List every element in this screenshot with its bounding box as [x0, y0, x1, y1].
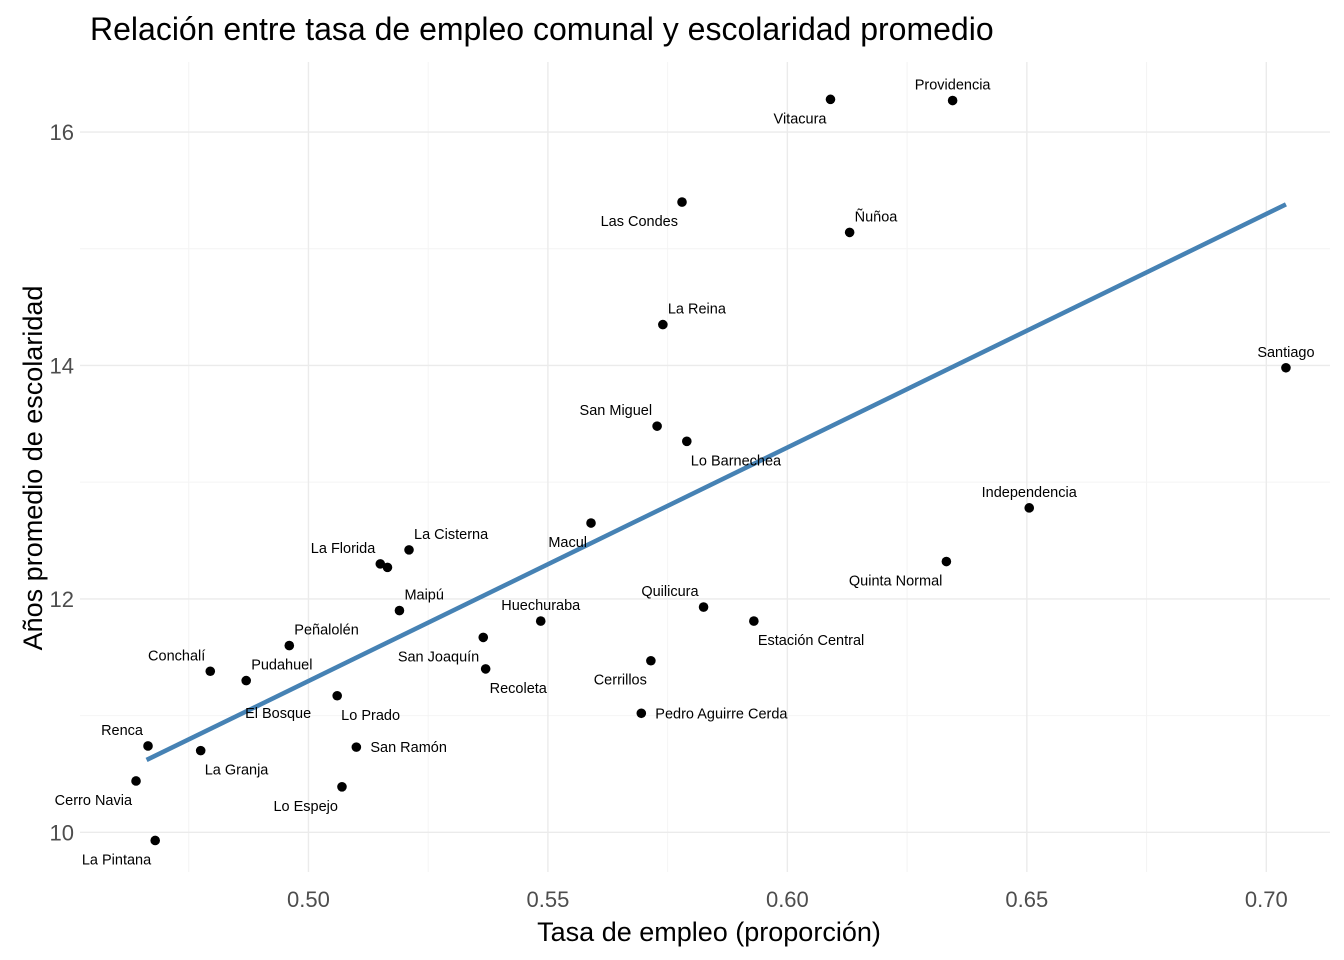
data-point — [375, 559, 386, 569]
data-point — [658, 319, 668, 330]
point-label: Cerrillos — [594, 673, 647, 689]
data-point — [749, 616, 759, 626]
data-point — [844, 227, 855, 238]
point-labels-layer: Providencia Vitacura Las Condes Ñuñoa La Rei… — [55, 78, 1315, 869]
data-point — [677, 197, 687, 207]
point-label: Estación Central — [758, 633, 864, 649]
x-axis-ticks: 0.50 0.55 0.60 0.65 0.70 — [287, 887, 1288, 912]
point-label: La Reina — [668, 302, 727, 318]
point-label: Independencia — [982, 485, 1078, 501]
data-point — [1024, 503, 1035, 513]
data-point — [332, 690, 342, 701]
point-label: Renca — [101, 723, 144, 739]
trend-line — [145, 202, 1287, 762]
x-tick-label: 0.70 — [1245, 887, 1288, 912]
y-tick-label: 14 — [50, 353, 74, 378]
point-label: Recoleta — [490, 681, 548, 697]
data-point — [143, 741, 153, 751]
point-label: San Ramón — [370, 740, 447, 756]
point-label: Macul — [548, 535, 587, 551]
point-label: Cerro Navia — [55, 793, 133, 809]
data-point — [636, 708, 647, 719]
point-label: La Pintana — [82, 852, 152, 868]
point-label: Lo Barnechea — [691, 453, 782, 469]
data-point — [682, 436, 692, 447]
chart-title: Relación entre tasa de empleo comunal y … — [90, 11, 994, 47]
data-point — [947, 95, 958, 106]
trend-line-layer — [145, 202, 1287, 762]
point-label: Huechuraba — [501, 598, 581, 614]
y-axis-ticks: 10 12 14 16 — [50, 120, 74, 845]
data-point — [195, 745, 206, 756]
data-point — [825, 94, 836, 105]
x-tick-label: 0.55 — [526, 887, 569, 912]
y-axis-title: Años promedio de escolaridad — [18, 286, 48, 651]
point-label: Quilicura — [641, 584, 699, 600]
x-tick-label: 0.50 — [287, 887, 330, 912]
x-tick-label: 0.65 — [1005, 887, 1048, 912]
data-point — [652, 421, 662, 431]
data-point — [131, 776, 141, 786]
points-layer — [131, 94, 1291, 846]
y-tick-label: 16 — [50, 120, 74, 145]
x-axis-title: Tasa de empleo (proporción) — [537, 917, 881, 947]
point-label: San Miguel — [580, 403, 653, 419]
point-label: Quinta Normal — [849, 574, 942, 590]
point-label: Lo Espejo — [273, 799, 338, 815]
data-point — [394, 605, 405, 616]
point-label: Vitacura — [774, 111, 828, 127]
data-point — [1281, 362, 1291, 373]
point-label: Providencia — [915, 78, 992, 94]
point-label: La Cisterna — [414, 527, 489, 543]
point-label: San Joaquín — [398, 649, 479, 665]
data-point — [535, 616, 546, 626]
grid — [80, 62, 1330, 872]
point-label: El Bosque — [245, 706, 311, 722]
data-point — [478, 632, 489, 643]
data-point — [941, 556, 952, 567]
point-label: Peñalolén — [294, 623, 359, 639]
data-point — [698, 602, 709, 612]
data-point — [241, 675, 251, 686]
point-label: Lo Prado — [341, 708, 400, 724]
point-label: Ñuñoa — [855, 208, 899, 225]
data-point — [351, 742, 362, 752]
x-tick-label: 0.60 — [766, 887, 809, 912]
data-point — [205, 666, 216, 677]
y-tick-label: 12 — [50, 587, 74, 612]
data-point — [480, 664, 491, 674]
data-point — [337, 781, 347, 792]
y-tick-label: 10 — [50, 820, 74, 845]
data-point — [404, 545, 414, 555]
data-point — [150, 835, 160, 846]
data-point — [382, 562, 393, 573]
data-point — [586, 518, 596, 528]
point-label: Pedro Aguirre Cerda — [655, 706, 788, 722]
point-label: La Granja — [205, 763, 270, 779]
point-label: Conchalí — [148, 648, 205, 664]
point-label: Las Condes — [601, 214, 678, 230]
point-label: La Florida — [311, 541, 376, 557]
data-point — [646, 655, 656, 666]
point-label: Santiago — [1257, 345, 1314, 361]
point-label: Maipú — [404, 588, 444, 604]
data-point — [284, 640, 295, 651]
point-label: Pudahuel — [251, 658, 312, 674]
